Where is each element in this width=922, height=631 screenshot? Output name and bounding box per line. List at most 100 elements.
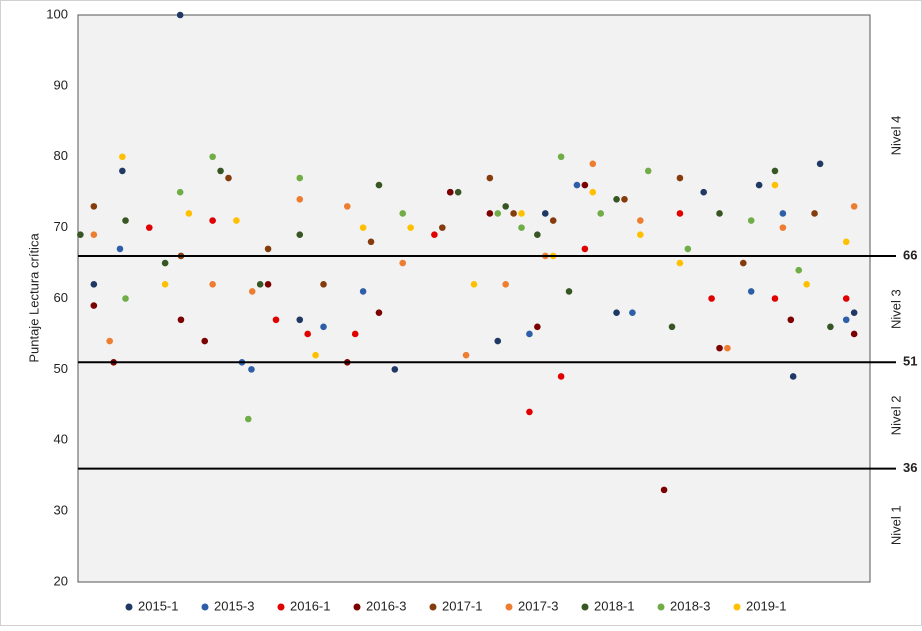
point [581,245,589,253]
point [637,231,644,239]
point [755,181,763,189]
point [248,288,256,295]
point [122,217,129,224]
point [320,323,327,331]
point [185,210,193,217]
point [700,188,707,196]
point [724,344,731,352]
point [676,210,684,217]
point [122,295,129,302]
point [90,203,98,210]
legend-marker [201,603,209,611]
point [827,323,834,331]
point [526,330,533,338]
point [518,210,525,217]
level-name: Nivel 1 [888,505,903,545]
point [613,309,620,316]
point [90,231,98,239]
y-tick-label: 90 [54,77,68,92]
y-tick-label: 30 [54,503,68,518]
point [359,224,367,231]
point [399,210,407,217]
legend-marker [277,603,285,611]
point [850,203,858,210]
point [209,153,216,161]
point [779,224,787,231]
point [264,245,272,253]
point [454,188,462,196]
point [494,210,502,217]
y-tick-label: 60 [54,290,68,305]
point [161,281,169,288]
legend-label: 2017-1 [442,598,482,613]
legend-label: 2015-3 [214,598,254,613]
y-tick-label: 100 [46,6,68,21]
level-name: Nivel 2 [888,396,903,436]
point [502,203,509,210]
point [407,224,414,231]
point [439,224,446,231]
point [462,351,470,359]
point [244,415,252,423]
level-value: 36 [903,460,917,475]
point [771,181,779,189]
legend-label: 2016-1 [290,598,330,613]
point [789,373,797,380]
point [391,366,399,373]
point [351,330,359,338]
point [470,281,478,288]
point [106,337,113,345]
point [747,217,755,224]
point [668,323,676,331]
y-tick-label: 70 [54,219,68,234]
legend-label: 2017-3 [518,598,558,613]
point [557,153,565,161]
point [589,188,597,196]
y-tick-label: 50 [54,361,68,376]
point [90,281,98,288]
point [296,174,304,182]
point [161,259,169,267]
point [119,167,126,175]
legend-marker [429,603,437,611]
point [676,174,684,182]
point [629,309,636,316]
point [320,281,327,288]
point [486,174,494,182]
point [264,281,272,288]
point [621,195,628,203]
point [399,259,407,267]
point [771,167,779,175]
point [510,210,517,217]
point [850,309,858,316]
point [201,337,209,345]
point [811,210,818,217]
point [209,217,216,224]
y-tick-label: 80 [54,148,68,163]
point [660,486,668,494]
point [716,344,723,352]
point [795,266,803,274]
point [494,337,502,345]
point [119,153,126,161]
point [256,281,264,288]
point [375,181,383,189]
legend-marker [733,603,741,611]
point [116,245,124,253]
legend-marker [581,603,589,611]
point [565,288,573,295]
legend-marker [125,603,133,611]
point [343,203,351,210]
point [541,210,549,217]
point [176,188,184,196]
point [367,238,375,246]
legend-label: 2018-3 [670,598,710,613]
point [431,231,438,239]
level-name: Nivel 3 [888,289,903,329]
point [850,330,858,338]
point [842,295,850,302]
point [177,316,185,324]
point [589,160,597,168]
point [613,195,620,203]
